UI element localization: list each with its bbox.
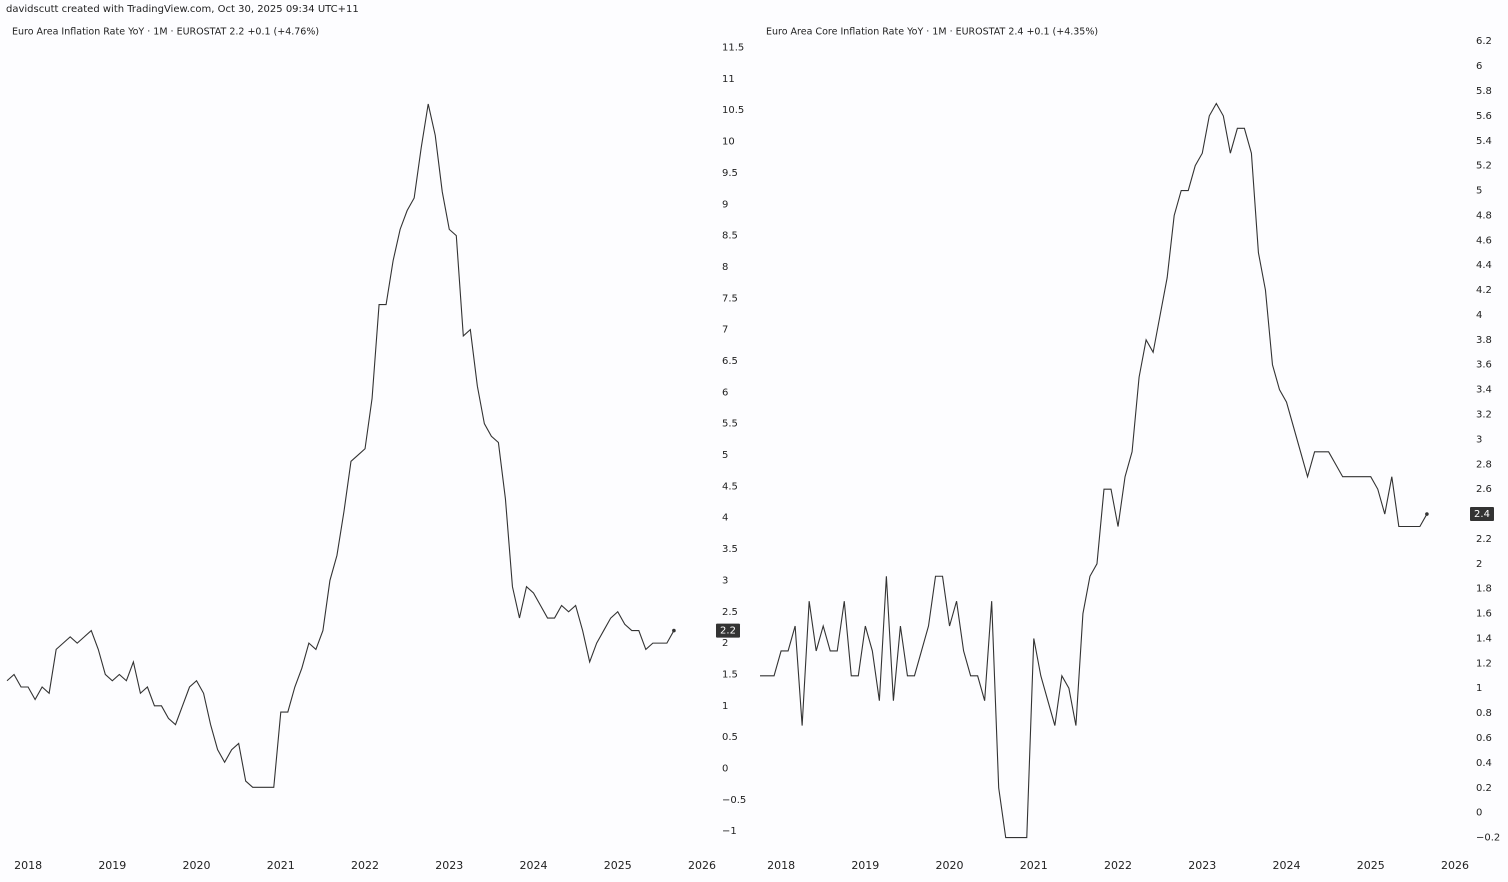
x-tick-label: 2018 [14,859,42,872]
last-point [672,628,676,633]
y-tick-label: 3.5 [722,544,738,555]
y-tick-label: 3.6 [1476,360,1492,371]
x-tick-label: 2021 [1020,859,1048,872]
y-tick-label: 5.4 [1476,136,1492,147]
x-tick-label: 2025 [604,859,632,872]
y-tick-label: 1.5 [722,669,738,680]
y-tick-label: 3 [722,575,728,586]
y-tick-label: 8 [722,262,728,273]
y-tick-label: 5 [722,450,728,461]
x-tick-label: 2023 [435,859,463,872]
y-tick-label: 3.4 [1476,385,1492,396]
y-tick-label: −0.5 [722,795,746,806]
y-tick-label: 9.5 [722,168,738,179]
y-tick-label: 7 [722,325,728,336]
y-tick-label: 4.8 [1476,210,1492,221]
last-value-box [716,623,740,638]
x-tick-label: 2020 [183,859,211,872]
y-tick-label: −1 [722,826,737,837]
y-tick-label: 2.6 [1476,484,1492,495]
y-tick-label: 1 [1476,683,1482,694]
y-tick-label: 0.2 [1476,783,1492,794]
x-tick-label: 2024 [520,859,548,872]
x-tick-label: 2023 [1188,859,1216,872]
x-tick-label: 2025 [1357,859,1385,872]
header: davidscutt created with TradingView.com,… [6,4,359,15]
x-tick-label: 2022 [1104,859,1132,872]
y-tick-label: 1.8 [1476,584,1492,595]
y-tick-label: −0.2 [1476,833,1500,844]
y-tick-label: 3.8 [1476,335,1492,346]
y-tick-label: 0.6 [1476,733,1492,744]
y-tick-label: 4 [722,513,728,524]
y-tick-label: 4.2 [1476,285,1492,296]
y-tick-label: 2.8 [1476,459,1492,470]
y-tick-label: 5 [1476,186,1482,197]
y-tick-label: 5.6 [1476,111,1492,122]
x-tick-label: 2024 [1273,859,1301,872]
y-tick-label: 4 [1476,310,1482,321]
y-tick-label: 3 [1476,434,1482,445]
y-tick-label: 6.2 [1476,36,1492,47]
y-tick-label: 0 [722,764,728,775]
y-tick-label: 9 [722,199,728,210]
y-tick-label: 6.5 [722,356,738,367]
x-tick-label: 2021 [267,859,295,872]
y-tick-label: 3.2 [1476,410,1492,421]
y-tick-label: 7.5 [722,293,738,304]
y-tick-label: 1.4 [1476,633,1492,644]
last-value-box [1470,507,1494,522]
x-tick-label: 2020 [936,859,964,872]
x-tick-label: 2022 [351,859,379,872]
y-tick-label: 10.5 [722,105,744,116]
x-tick-label: 2026 [688,859,716,872]
last-point [1425,512,1429,516]
chart-title: Euro Area Inflation Rate YoY · 1M · EURO… [12,27,319,38]
y-tick-label: 10 [722,137,735,148]
x-tick-label: 2018 [767,859,795,872]
line-series [6,103,675,788]
y-tick-label: 4.5 [722,481,738,492]
y-tick-label: 2 [1476,559,1482,570]
y-tick-label: 1.6 [1476,609,1492,620]
y-tick-label: 1.2 [1476,658,1492,669]
y-tick-label: 4.4 [1476,260,1492,271]
y-tick-label: 0.5 [722,732,738,743]
x-tick-label: 2026 [1441,859,1469,872]
y-tick-label: 1 [722,701,728,712]
y-tick-label: 5.5 [722,419,738,430]
y-tick-label: 5.8 [1476,86,1492,97]
last-value-label: 2.4 [1474,509,1490,520]
x-tick-label: 2019 [851,859,879,872]
y-tick-label: 0.4 [1476,758,1492,769]
y-tick-label: 6 [1476,61,1482,72]
line-series [760,102,1428,839]
y-tick-label: 2.2 [1476,534,1492,545]
y-tick-label: 5.2 [1476,161,1492,172]
x-tick-label: 2019 [98,859,126,872]
y-tick-label: 8.5 [722,231,738,242]
y-tick-label: 0.8 [1476,708,1492,719]
y-tick-label: 6 [722,387,728,398]
y-tick-label: 0 [1476,808,1482,819]
y-tick-label: 4.6 [1476,235,1492,246]
y-tick-label: 11 [722,74,735,85]
last-value-label: 2.2 [720,626,736,637]
y-tick-label: 2 [722,638,728,649]
y-tick-label: 11.5 [722,43,744,54]
y-tick-label: 2.5 [722,607,738,618]
chart-title: Euro Area Core Inflation Rate YoY · 1M ·… [766,27,1098,38]
